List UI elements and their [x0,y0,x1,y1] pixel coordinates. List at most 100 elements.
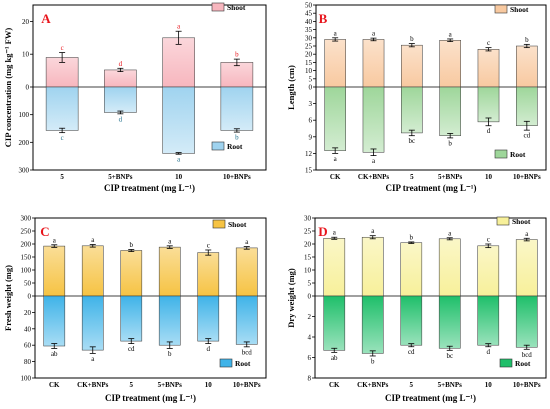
y-tick-label: 12 [305,150,313,158]
x-category-label: 10+BNPs [513,381,541,389]
panel-letter: A [41,11,51,26]
root-sig-letter: bcd [242,348,253,356]
y-tick-label: 4 [308,334,312,342]
root-bar [400,295,423,346]
root-bar [477,86,500,123]
x-category-label: 5+BNPs [438,381,462,389]
y-tick-label: 300 [21,215,32,223]
legend-swatch-root [499,358,513,368]
shoot-sig-letter: a [53,236,57,244]
root-bar [323,295,346,351]
panel-a: 0 10 20 100 200 300 c c 5 d d 5+BNPs a a 10 b b 10+BNPs A S… [3,2,267,193]
y-tick-label: 100 [21,267,32,275]
y-tick-label: 80 [24,358,32,366]
shoot-sig-letter: c [487,236,490,244]
panel-b: 051015202530354045503691215aaCKaaCK+BNPs… [286,2,547,193]
panel-c: 05010015020025030020406080100aabCKaaCK+B… [3,215,267,403]
shoot-bar [400,242,423,297]
y-tick-label: 25 [305,43,313,51]
y-tick-label: 60 [24,342,32,350]
root-bar [401,86,423,134]
shoot-bar [158,246,181,297]
shoot-bar [235,247,258,297]
root-sig-letter: ab [331,354,338,362]
root-sig-letter: a [372,157,376,165]
legend-swatch-root [494,149,508,159]
root-sig-letter: a [334,155,338,163]
x-category-label: CK+BNPs [358,173,389,181]
root-bar [81,295,104,351]
legend-swatch-root [219,358,233,368]
root-sig-letter: cd [524,132,531,140]
shoot-bar [104,69,137,88]
y-tick-label: 10 [22,51,30,59]
y-tick-label: 20 [24,309,32,317]
x-category-label: 5 [410,173,414,181]
x-axis-title: CIP treatment (mg L⁻¹) [385,393,476,403]
legend-label-shoot: Shoot [227,3,246,12]
plot-frame [32,4,267,171]
y-tick-label: 30 [304,215,312,223]
shoot-sig-letter: a [245,238,249,246]
shoot-bar [362,39,385,88]
root-sig-letter: a [91,355,95,363]
shoot-bar [516,45,538,88]
shoot-sig-letter: a [333,229,337,237]
root-sig-letter: bc [409,137,416,145]
shoot-bar [439,40,461,88]
plot-frame [34,217,267,379]
root-bar [361,295,384,354]
x-category-label: 10 [205,381,213,389]
y-tick-label: 15 [305,59,313,67]
root-sig-letter: d [487,127,491,135]
y-tick-label: 25 [304,228,312,236]
x-category-label: 5+BNPs [108,173,132,181]
shoot-bar [162,37,195,88]
y-tick-label: 50 [305,2,313,10]
root-sig-letter: bc [446,352,453,360]
y-tick-label: 300 [19,167,30,175]
y-tick-label: 150 [21,254,32,262]
x-category-label: CK [329,381,340,389]
y-tick-label: 10 [305,67,313,75]
root-sig-letter: d [119,115,123,123]
x-category-label: 10 [485,381,493,389]
y-tick-label: 6 [309,117,313,125]
x-category-label: CK [330,173,341,181]
y-tick-label: 200 [21,241,32,249]
y-tick-label: 100 [19,111,30,119]
y-tick-label: 9 [309,133,313,141]
root-sig-letter: cd [128,345,135,353]
shoot-bar [81,245,104,297]
root-bar [516,86,538,126]
root-bar [324,86,346,151]
x-category-label: CK+BNPs [357,381,388,389]
y-tick-label: 3 [309,100,313,108]
y-axis-title: Dry weight (mg) [286,268,296,328]
legend-label-root: Root [235,359,251,368]
plot-frame [314,217,547,379]
shoot-bar [43,245,66,297]
y-tick-label: 0 [308,293,312,301]
legend-swatch-shoot [211,2,225,12]
y-tick-label: 0 [309,84,313,92]
x-category-label: 10 [485,173,493,181]
y-tick-label: 5 [309,75,313,83]
y-tick-label: 0 [26,84,30,92]
root-sig-letter: d [487,348,491,356]
x-category-label: CK+BNPs [77,381,108,389]
root-sig-letter: b [235,134,239,142]
root-bar [158,295,181,346]
root-sig-letter: b [371,357,375,365]
legend-label-root: Root [515,359,531,368]
root-bar [235,295,258,345]
y-tick-label: 20 [22,18,30,26]
shoot-sig-letter: a [177,23,181,31]
y-tick-label: 20 [304,241,312,249]
shoot-bar [515,239,538,297]
x-category-label: 5 [410,381,414,389]
shoot-bar [477,245,500,297]
y-axis-title: Length (cm) [286,65,296,110]
panel-letter: B [319,11,328,26]
y-axis-title: CIP concentration (mg kg⁻¹ FW) [3,28,13,148]
